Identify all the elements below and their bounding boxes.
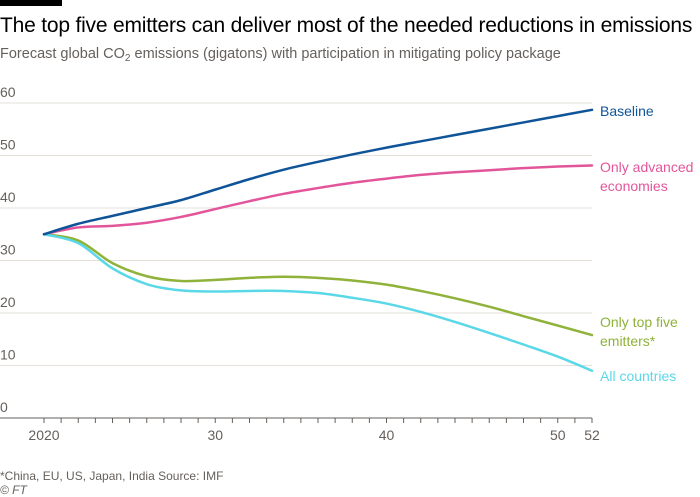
- y-tick-label-0: 0: [0, 399, 8, 415]
- series-label-layer: Baseline Only advanced economies Only top f…: [600, 103, 693, 384]
- series-label-line: economies: [600, 178, 668, 194]
- grid-layer: 0 10 20 30 40 50 60 2020 30 40 50 52: [0, 84, 600, 443]
- series-line-top_five: [42, 233, 594, 337]
- series-label-line: All countries: [600, 368, 676, 384]
- y-tick-label-20: 20: [0, 294, 16, 310]
- x-tick-label-2020: 2020: [28, 427, 59, 443]
- y-tick-label-10: 10: [0, 347, 16, 363]
- y-tick-label-30: 30: [0, 242, 16, 258]
- x-tick-label-52: 52: [584, 427, 600, 443]
- subtitle-text-end: emissions (gigatons) with participation …: [130, 46, 561, 62]
- series-line-advanced: [42, 164, 594, 236]
- subtitle-subscript: 2: [124, 53, 131, 64]
- ft-top-bar: [0, 0, 62, 6]
- series-label-top_five: Only top five emitters*: [600, 314, 678, 349]
- series-label-line: Baseline: [600, 103, 654, 119]
- subtitle-text-start: Forecast global CO: [0, 46, 125, 62]
- chart-subtitle: Forecast global CO2 emissions (gigatons)…: [0, 46, 561, 64]
- y-tick-label-40: 40: [0, 189, 16, 205]
- series-line-all: [42, 233, 594, 372]
- series-line-baseline: [42, 108, 594, 236]
- y-tick-label-50: 50: [0, 137, 16, 153]
- y-tick-label-60: 60: [0, 84, 16, 100]
- series-label-baseline: Baseline: [600, 103, 654, 119]
- footnote: *China, EU, US, Japan, India Source: IMF: [0, 469, 224, 483]
- chart-title: The top five emitters can deliver most o…: [0, 14, 693, 37]
- credit: © FT: [0, 483, 27, 497]
- x-tick-label-40: 40: [379, 427, 395, 443]
- series-label-line: emitters*: [600, 333, 656, 349]
- series-label-all: All countries: [600, 368, 676, 384]
- series-layer: [42, 108, 594, 372]
- x-tick-label-50: 50: [550, 427, 566, 443]
- series-label-line: Only advanced: [600, 159, 693, 175]
- series-label-advanced: Only advanced economies: [600, 159, 693, 194]
- series-label-line: Only top five: [600, 314, 678, 330]
- x-tick-label-30: 30: [207, 427, 223, 443]
